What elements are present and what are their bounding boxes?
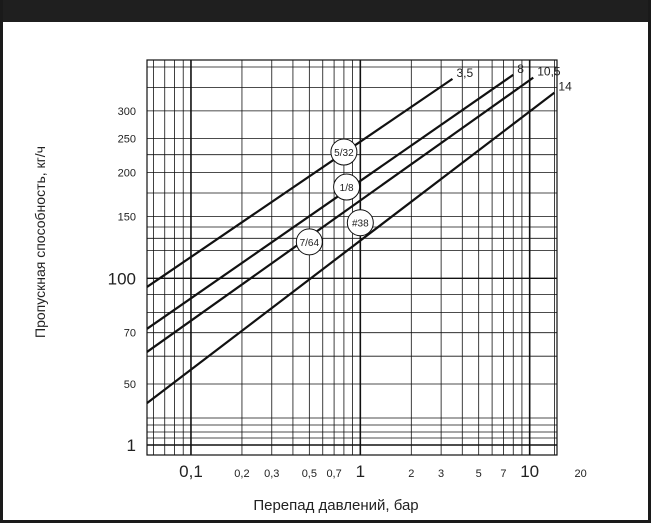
series-label-circle — [346, 209, 374, 237]
grid — [146, 59, 558, 456]
y-tick-label: 150 — [118, 212, 136, 224]
x-tick-label: 3 — [438, 468, 444, 480]
y-axis-label: Пропускная способность, кг/ч — [32, 146, 48, 338]
series-label: #38 — [352, 219, 369, 230]
x-tick-label: 1 — [356, 462, 365, 481]
series-line — [146, 73, 514, 330]
series-line — [146, 91, 556, 405]
series-labels: 5/32 1/8 #38 7/64 — [295, 138, 374, 256]
y-tick-label: 50 — [124, 379, 136, 391]
x-tick-label: 0,2 — [234, 468, 249, 480]
y-tick-label: 1 — [127, 436, 136, 455]
series-end-label: 8 — [517, 62, 524, 76]
plot-border — [146, 59, 558, 456]
x-tick-label: 0,7 — [326, 468, 341, 480]
series-end-label: 14 — [558, 80, 572, 94]
series-end-label: 3,5 — [456, 66, 473, 80]
x-tick-label: 5 — [476, 468, 482, 480]
series-label-circle — [330, 138, 358, 166]
x-tick-label: 0,1 — [179, 462, 203, 481]
series-label: 7/64 — [300, 238, 320, 249]
x-tick-label: 0,5 — [302, 468, 317, 480]
x-tick-label: 20 — [575, 468, 587, 480]
x-tick-label: 10 — [520, 462, 539, 481]
series-label-circle — [295, 228, 323, 256]
x-tick-label: 7 — [500, 468, 506, 480]
series-end-label: 10,5 — [537, 65, 561, 79]
y-tick-label: 300 — [118, 106, 136, 118]
series-label: 1/8 — [340, 183, 354, 194]
x-tick-label: 0,3 — [264, 468, 279, 480]
series-lines: 3,5 8 10,514 — [146, 62, 572, 405]
y-tick-label: 250 — [118, 134, 136, 146]
series-line — [146, 76, 534, 353]
series-label-circle — [333, 173, 361, 201]
x-axis-label: Перепад давлений, бар — [253, 497, 418, 514]
series-line — [146, 77, 454, 288]
y-tick-label: 200 — [118, 168, 136, 180]
series-label: 5/32 — [334, 148, 354, 159]
y-tick-label: 70 — [124, 328, 136, 340]
tick-labels: 0,1 0,2 0,3 0,5 0,7 1 2 3 5 7 10 203002502001501007… — [108, 106, 587, 481]
y-tick-label: 100 — [108, 269, 136, 288]
x-tick-label: 2 — [408, 468, 414, 480]
header-bar — [0, 0, 651, 22]
